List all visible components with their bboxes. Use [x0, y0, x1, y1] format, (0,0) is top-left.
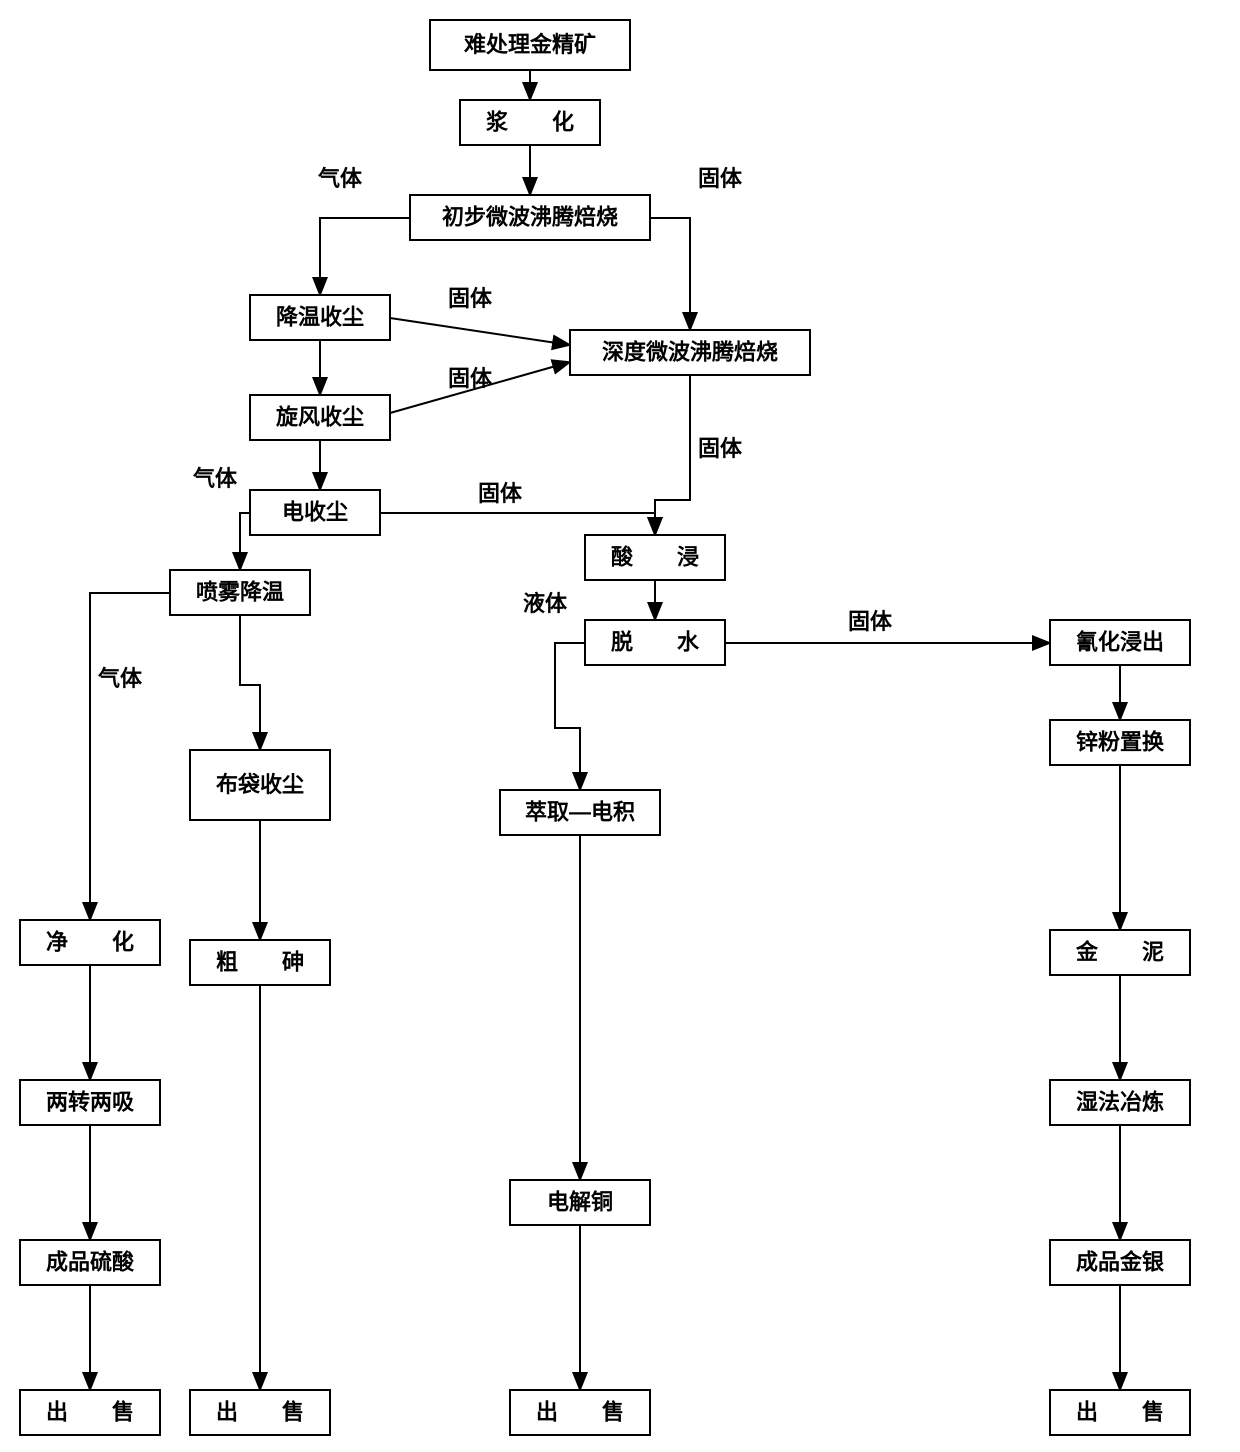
edge-label: 液体 — [523, 591, 568, 616]
edge-n7-n9 — [240, 513, 250, 570]
node-label-n24: 出 售 — [216, 1399, 304, 1424]
edge-label: 气体 — [317, 166, 363, 191]
node-label-n15: 净 化 — [46, 929, 134, 954]
node-label-n23: 出 售 — [46, 1399, 134, 1424]
edge-label: 气体 — [97, 666, 143, 691]
flowchart-canvas: 气体固体固体固体固体固体气体气体液体固体难处理金精矿浆 化初步微波沸腾焙烧降温收… — [0, 0, 1240, 1452]
node-label-n17: 金 泥 — [1075, 939, 1164, 964]
edge-n9-n12 — [240, 615, 260, 750]
node-label-n8: 酸 浸 — [611, 544, 699, 569]
node-label-n3: 初步微波沸腾焙烧 — [442, 204, 618, 229]
edge-n5-n8 — [655, 375, 690, 535]
node-label-n7: 电收尘 — [282, 499, 348, 524]
edge-n4-n5 — [390, 318, 570, 345]
node-label-n2: 浆 化 — [486, 109, 574, 134]
node-label-n26: 出 售 — [1076, 1399, 1164, 1424]
node-label-n20: 电解铜 — [547, 1189, 613, 1214]
node-label-n14: 锌粉置换 — [1076, 729, 1165, 754]
node-label-n10: 脱 水 — [611, 629, 700, 654]
node-label-n11: 氰化浸出 — [1076, 629, 1164, 654]
edge-label: 固体 — [448, 366, 493, 391]
node-label-n25: 出 售 — [536, 1399, 624, 1424]
edge-label: 固体 — [698, 436, 743, 461]
node-label-n5: 深度微波沸腾焙烧 — [602, 339, 778, 364]
node-label-n6: 旋风收尘 — [276, 404, 364, 429]
node-label-n19: 湿法冶炼 — [1076, 1089, 1164, 1114]
edge-label: 固体 — [478, 481, 523, 506]
node-label-n13: 萃取—电积 — [525, 799, 635, 824]
edge-label: 固体 — [698, 166, 743, 191]
node-label-n4: 降温收尘 — [276, 304, 364, 329]
edge-n3-n5 — [650, 218, 690, 330]
node-label-n9: 喷雾降温 — [196, 579, 284, 604]
node-label-n16: 粗 砷 — [216, 949, 304, 974]
edge-label: 固体 — [448, 286, 493, 311]
node-label-n12: 布袋收尘 — [216, 772, 304, 797]
node-label-n21: 成品硫酸 — [46, 1249, 135, 1274]
edge-n10-n13 — [555, 643, 585, 790]
edge-label: 气体 — [192, 466, 238, 491]
edge-n3-n4 — [320, 218, 410, 295]
node-label-n1: 难处理金精矿 — [463, 32, 596, 57]
edge-label: 固体 — [848, 609, 893, 634]
edge-n7-n8 — [380, 513, 655, 535]
node-label-n18: 两转两吸 — [46, 1089, 135, 1114]
edge-n9-n15 — [90, 593, 170, 920]
node-label-n22: 成品金银 — [1076, 1249, 1165, 1274]
